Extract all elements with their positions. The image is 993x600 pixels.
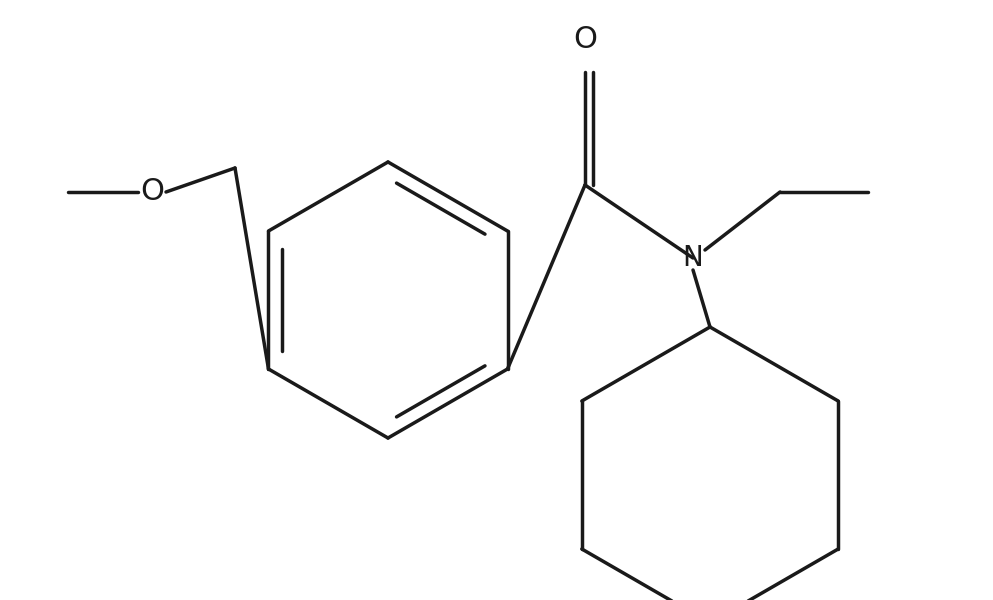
Text: N: N [682, 244, 703, 272]
Text: O: O [573, 25, 597, 54]
Text: O: O [140, 178, 164, 206]
